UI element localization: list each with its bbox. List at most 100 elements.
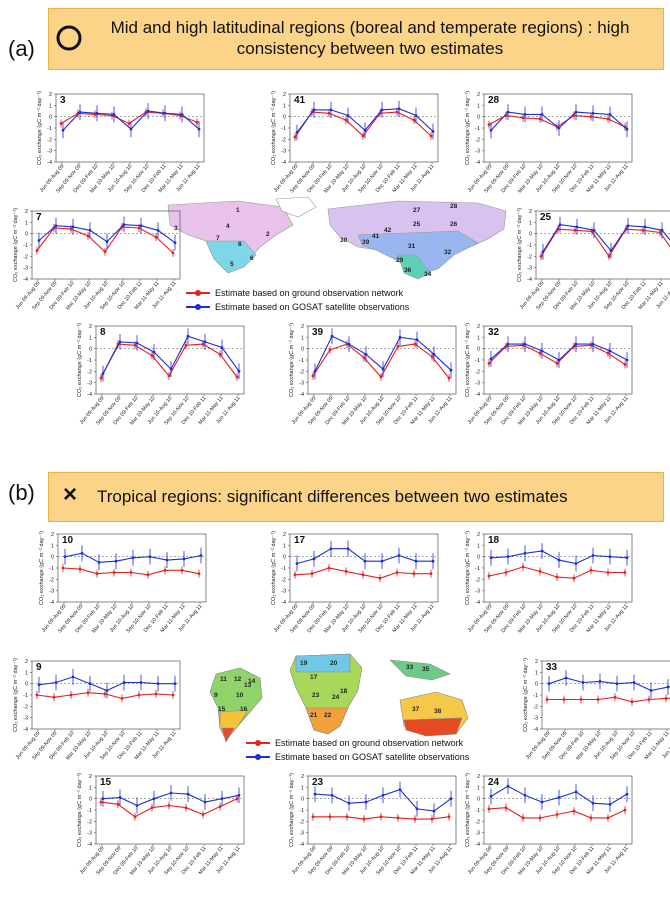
data-point-gosat (643, 225, 647, 229)
map-a-region-7: 7 (216, 235, 220, 242)
southern-hemisphere-map: 9 10 11 12 13 14 15 16 17 18 19 20 21 22 23 24 33 35 37 38 (200, 648, 485, 743)
data-point-ground (379, 815, 383, 819)
chart-title-region-number: 33 (546, 662, 558, 673)
plot-frame (483, 533, 633, 603)
data-point-ground (327, 566, 331, 570)
legend-gosat-b: Estimate based on GOSAT satellite observ… (246, 750, 469, 764)
data-point-gosat (95, 111, 99, 115)
panel-b-label: (b) (8, 480, 35, 505)
y-tick-label: 0 (89, 797, 92, 803)
y-axis-label: CO₂ exchange (gC m⁻² day⁻¹) (465, 773, 471, 847)
y-tick-label: 1 (25, 220, 28, 226)
y-tick-label: -1 (23, 243, 28, 249)
y-tick-label: 2 (477, 774, 480, 780)
north-america-south (205, 240, 257, 274)
y-tick-label: 2 (301, 324, 304, 330)
panel-a-legend: Estimate based on ground observation net… (186, 286, 409, 314)
data-point-ground (184, 343, 188, 347)
y-tick-label: 1 (49, 103, 52, 109)
chart-title-region-number: 3 (60, 95, 66, 106)
data-point-gosat (574, 342, 578, 346)
y-tick-label: -2 (47, 137, 52, 143)
y-tick-label: 1 (535, 670, 538, 676)
data-point-gosat (523, 793, 527, 797)
data-point-gosat (415, 338, 419, 341)
legend-ground-label: Estimate based on ground observation net… (215, 288, 404, 298)
y-tick-label: -1 (49, 566, 54, 572)
data-point-ground (538, 570, 542, 573)
data-point-gosat (574, 790, 578, 794)
data-point-gosat (397, 554, 401, 557)
y-tick-label: 1 (301, 335, 304, 341)
y-tick-label: -4 (299, 392, 304, 398)
south-america-tip (221, 727, 235, 743)
data-point-ground (413, 817, 417, 821)
y-tick-label: 0 (49, 115, 52, 121)
chart-region-8: 2 1 0 -1 -2 -3 -4 CO₂ exchange (gC m⁻² day⁻¹) Ju… (68, 320, 248, 428)
chart-region-32: 2 1 0 -1 -2 -3 -4 CO₂ exchange (gC m⁻² day⁻¹) Ju… (456, 320, 636, 428)
map-a-region-3: 3 (174, 225, 178, 232)
data-point-gosat (540, 113, 544, 116)
data-point-ground (606, 816, 610, 820)
map-a-region-39: 39 (362, 239, 370, 246)
data-point-gosat (591, 554, 595, 557)
data-point-gosat (180, 113, 184, 116)
y-tick-label: -2 (23, 704, 28, 710)
data-point-gosat (363, 128, 367, 132)
data-point-gosat (135, 341, 139, 345)
data-point-ground (137, 226, 141, 230)
data-point-ground (379, 375, 383, 379)
data-point-ground (555, 575, 559, 579)
data-point-ground (361, 573, 365, 577)
data-point-ground (129, 571, 133, 574)
data-point-gosat (415, 807, 419, 811)
chart-title-region-number: 24 (488, 777, 500, 788)
data-point-gosat (173, 241, 177, 245)
chart-region-9: 2 1 0 -1 -2 -3 -4 CO₂ exchange (gC m⁻² day⁻¹) Ju… (4, 655, 184, 763)
data-point-gosat (330, 793, 334, 797)
y-tick-label: -1 (281, 126, 286, 132)
y-tick-label: 2 (283, 532, 286, 538)
data-point-gosat (220, 346, 224, 349)
data-point-ground (539, 254, 543, 258)
data-point-ground (293, 573, 297, 577)
y-tick-label: -4 (49, 600, 54, 606)
map-b-region-13: 13 (244, 682, 252, 689)
data-point-ground (664, 697, 668, 700)
data-point-ground (589, 816, 593, 820)
data-point-gosat (139, 681, 143, 684)
map-b-region-21: 21 (310, 712, 318, 719)
data-point-ground (607, 254, 611, 258)
data-point-gosat (312, 108, 316, 112)
data-point-ground (623, 363, 627, 366)
data-point-gosat (312, 557, 316, 561)
data-point-gosat (398, 335, 402, 339)
map-a-region-36: 36 (404, 267, 412, 274)
data-point-ground (521, 816, 525, 820)
map-b-region-18: 18 (340, 688, 348, 695)
data-point-gosat (105, 689, 109, 692)
legend-ground-label: Estimate based on ground observation net… (275, 738, 464, 748)
legend-gosat-label: Estimate based on GOSAT satellite observ… (215, 302, 410, 312)
data-point-gosat (237, 369, 241, 373)
y-tick-label: 0 (283, 555, 286, 561)
map-a-region-5: 5 (230, 261, 234, 268)
data-point-gosat (129, 127, 133, 131)
map-a-region-32: 32 (444, 249, 452, 256)
series-line-ground (547, 696, 670, 703)
y-tick-label: -4 (475, 842, 480, 848)
data-point-ground (430, 817, 434, 821)
y-axis-label: CO₂ exchange (gC m⁻² day⁻¹) (517, 208, 523, 282)
data-point-ground (538, 351, 542, 355)
australia-south (403, 717, 463, 737)
data-point-gosat (78, 110, 82, 114)
y-tick-label: -1 (475, 808, 480, 814)
data-point-ground (623, 571, 627, 574)
data-point-ground (447, 815, 451, 819)
y-tick-label: -2 (475, 137, 480, 143)
chart-region-15: 2 1 0 -1 -2 -3 -4 CO₂ exchange (gC m⁻² day⁻¹) Ju… (68, 770, 248, 878)
